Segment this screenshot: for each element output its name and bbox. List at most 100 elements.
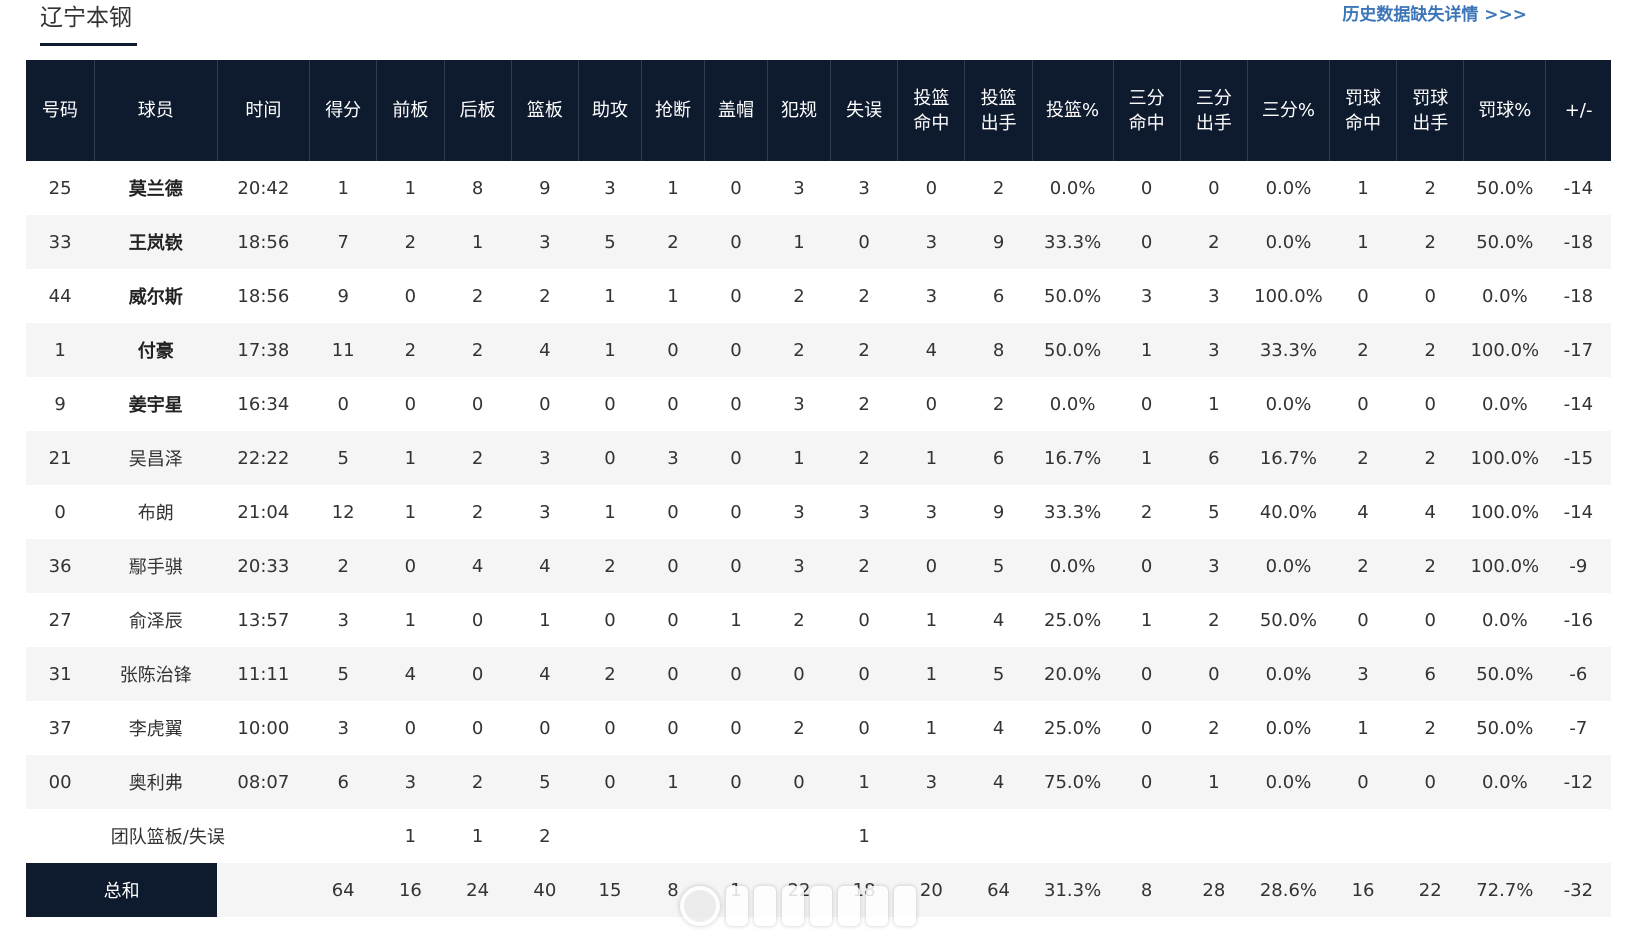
stat-cell: -14 [1563,393,1594,415]
stat-cell: 2 [376,215,445,269]
stat-cell: 0 [404,285,417,307]
stat-cell: 6 [964,431,1033,485]
stat-cell: 3 [767,539,831,593]
history-data-missing-link[interactable]: 历史数据缺失详情 >>> [1342,5,1527,25]
stat-cell: 100.0% [1470,501,1540,523]
stat-cell: 0.0% [1247,755,1330,809]
stat-cell: -9 [1545,539,1611,593]
stat-cell: 0 [925,177,938,199]
minutes-played: 18:56 [217,215,310,269]
stat-cell: 2 [793,609,805,631]
stat-cell: 2 [444,431,512,485]
stat-cell: 0 [704,755,768,809]
player-name: 威尔斯 [128,287,183,308]
player-number: 0 [54,501,66,523]
stat-cell: -6 [1545,647,1611,701]
player-number: 31 [26,647,95,701]
stat-cell: 0 [1140,393,1153,415]
column-header: 罚球% [1463,60,1547,161]
stat-cell: 2 [767,323,831,377]
column-header: 投篮% [1032,60,1114,161]
player-number: 9 [54,393,66,415]
stat-cell: 2 [992,177,1005,199]
stat-cell: 3 [1208,285,1220,307]
stat-cell: 3 [925,285,938,307]
team-tab[interactable]: 辽宁本钢 [40,0,137,48]
stat-cell: 31.3% [1032,863,1114,917]
stat-cell: 1 [404,501,417,523]
stat-cell: 3 [539,501,551,523]
stat-cell: 50.0% [1476,177,1534,199]
stat-cell: 5 [511,755,579,809]
total-label: 总和 [26,863,218,917]
stat-cell: -16 [1563,609,1594,631]
stat-cell: 6 [1180,431,1248,485]
player-number: 36 [26,539,95,593]
stat-cell: 2 [793,717,805,739]
stat-cell: 0 [704,323,768,377]
stat-cell: 0 [404,393,417,415]
stat-cell: 4 [444,539,512,593]
stat-cell: 0 [1329,755,1397,809]
stat-cell [1396,809,1464,863]
stat-cell: 1 [604,285,616,307]
column-header: 罚球 命中 [1329,60,1398,161]
stat-cell: 50.0% [1463,215,1546,269]
stat-cell: 1 [667,285,679,307]
stat-cell: 3 [793,177,805,199]
minutes-played: 21:04 [237,501,290,523]
stat-cell: 0 [704,215,768,269]
stat-cell: 3 [897,755,965,809]
player-name: 鄢手骐 [94,539,218,593]
minutes-played: 17:38 [217,323,310,377]
stat-cell: 1 [767,215,831,269]
stat-cell: 24 [444,863,512,917]
column-header: +/- [1545,60,1611,161]
stat-cell [897,809,965,863]
stat-cell: 3 [1140,285,1153,307]
watermark-bars [726,886,916,926]
stat-cell: -15 [1545,431,1611,485]
stat-cell: -14 [1563,501,1594,523]
stat-cell: -18 [1563,285,1594,307]
player-number: 44 [48,285,72,307]
stat-cell: 50.0% [1044,285,1102,307]
stat-cell: 2 [376,323,445,377]
player-row: 44 威尔斯 18:56 9 0 2 2 1 1 0 2 2 3 6 50.0% 3 3 100.0% 0 0 0.0%… [26,269,1611,323]
stat-cell: 8 [964,323,1033,377]
stat-cell: 28 [1180,863,1248,917]
stat-cell: 4 [992,717,1005,739]
stat-cell: 2 [578,647,642,701]
stat-cell: 2 [1329,431,1397,485]
stat-cell: 0 [730,177,742,199]
stat-cell [704,809,768,863]
stat-cell: 2 [444,323,512,377]
stat-cell: 7 [309,215,377,269]
stat-cell: 0.0% [1265,717,1312,739]
player-row: 00 奥利弗 08:07 6 3 2 5 0 1 0 0 1 3 4 75.0% 0 1 0.0% 0 0 0.0% -1… [26,755,1611,809]
stat-cell: 1 [1357,717,1369,739]
column-header: 助攻 [578,60,642,161]
stat-cell: 3 [511,215,579,269]
stat-cell: 0 [1113,215,1181,269]
stat-cell: 4 [511,323,579,377]
player-number: 27 [48,609,72,631]
stat-cell: 0.0% [1481,609,1528,631]
stat-cell: 1 [667,177,679,199]
player-row: 31 张陈治锋 11:11 5 4 0 4 2 0 0 0 0 1 5 20.0% 0 0 0.0% 3 6 50.0%… [26,647,1611,701]
team-name[interactable]: 辽宁本钢 [40,5,132,31]
stat-cell: -7 [1569,717,1588,739]
player-name: 俞泽辰 [128,611,183,632]
player-row: 33 王岚嵚 18:56 7 2 1 3 5 2 0 1 0 3 9 33.3% 0 2 0.0% 1 2 50.0% -… [26,215,1611,269]
player-row: 1 付豪 17:38 11 2 2 4 1 0 0 2 2 4 8 50.0% 1 3 33.3% 2 2 100.0%… [26,323,1611,377]
stat-cell: 2 [1396,539,1464,593]
stat-cell: 2 [793,285,805,307]
watermark [680,878,950,934]
table-header-row: 号码 球员 时间 得分 前板 后板 篮板 助攻 抢断 盖帽 犯规 失误 投篮 命中 投篮 出手 投篮% 三分 命中三… [26,60,1611,161]
player-row: 0 布朗 21:04 12 1 2 3 1 0 0 3 3 3 9 33.3% 2 5 40.0% 4 4 100.0%… [26,485,1611,539]
stat-cell: 0 [897,539,965,593]
stat-cell: 75.0% [1032,755,1114,809]
stat-cell: 1 [730,609,742,631]
stat-cell: 9 [964,215,1033,269]
column-header: 得分 [309,60,378,161]
